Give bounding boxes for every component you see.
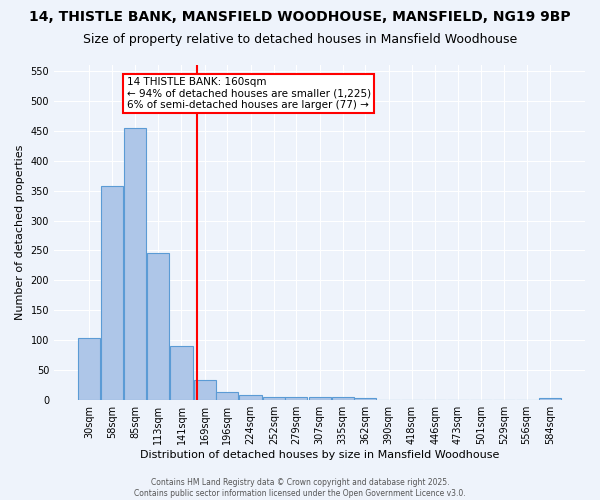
- Bar: [78, 338, 100, 400]
- Bar: [263, 397, 285, 400]
- Text: Contains HM Land Registry data © Crown copyright and database right 2025.
Contai: Contains HM Land Registry data © Crown c…: [134, 478, 466, 498]
- Bar: [285, 397, 307, 400]
- Y-axis label: Number of detached properties: Number of detached properties: [15, 145, 25, 320]
- Bar: [332, 397, 354, 400]
- Text: 14 THISTLE BANK: 160sqm
← 94% of detached houses are smaller (1,225)
6% of semi-: 14 THISTLE BANK: 160sqm ← 94% of detache…: [127, 77, 371, 110]
- Text: 14, THISTLE BANK, MANSFIELD WOODHOUSE, MANSFIELD, NG19 9BP: 14, THISTLE BANK, MANSFIELD WOODHOUSE, M…: [29, 10, 571, 24]
- Bar: [539, 398, 561, 400]
- Bar: [308, 397, 331, 400]
- Bar: [124, 128, 146, 400]
- Bar: [194, 380, 216, 400]
- X-axis label: Distribution of detached houses by size in Mansfield Woodhouse: Distribution of detached houses by size …: [140, 450, 499, 460]
- Bar: [239, 394, 262, 400]
- Bar: [147, 253, 169, 400]
- Bar: [101, 186, 124, 400]
- Bar: [170, 346, 193, 400]
- Bar: [354, 398, 376, 400]
- Bar: [216, 392, 238, 400]
- Text: Size of property relative to detached houses in Mansfield Woodhouse: Size of property relative to detached ho…: [83, 32, 517, 46]
